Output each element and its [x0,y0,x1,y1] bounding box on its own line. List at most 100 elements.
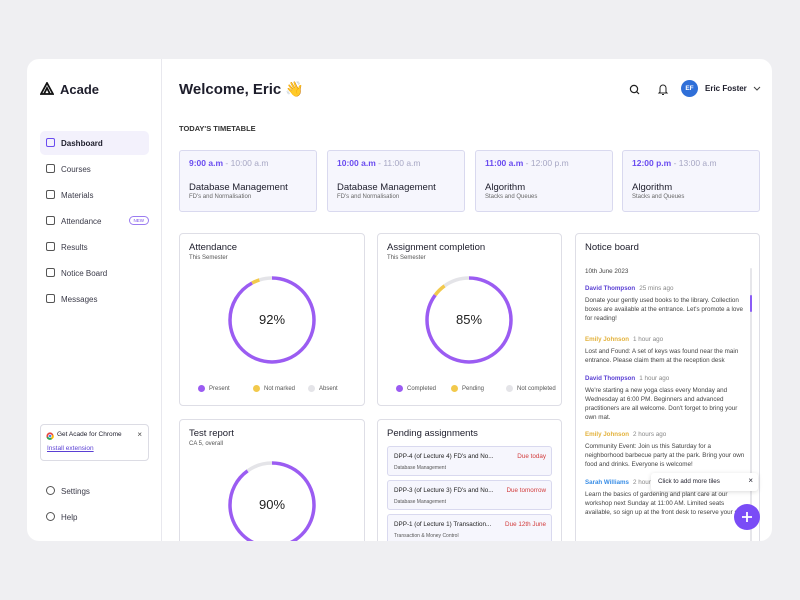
notice: Emily Johnson 2 hours ago Community Event:… [585,430,750,469]
notice-text: Learn the basics of gardening and plant … [585,491,749,516]
legend-item: Not marked [253,385,295,392]
pending-item[interactable]: DPP-1 (of Lecture 1) Transaction... Trans… [387,514,552,541]
notice-text: Donate your gently used books to the lib… [585,297,744,322]
notice-time: 1 hour ago [639,375,670,382]
start-time: 9:00 a.m [189,158,224,168]
assignment-card: Assignment completion This Semester 85% C… [377,233,562,406]
legend-label: Not marked [264,385,296,392]
donut-segment [425,276,513,364]
logo [40,82,54,95]
notice-time: 25 mins ago [639,285,674,292]
notice: Sarah Williams 2 hours ago Learn the basic… [585,478,750,517]
timetable-slot[interactable]: 11:00 a.m - 12:00 p.m Algorithm Stacks and… [475,150,613,212]
nav-label: Attendance [61,216,102,226]
close-button[interactable]: × [137,430,142,439]
timetable-slot[interactable]: 9:00 a.m - 10:00 a.m Database Management F… [179,150,317,212]
nav-item[interactable]: Settings [40,479,149,503]
legend-item: Pending [451,385,484,392]
card-subtitle: This Semester [189,255,228,261]
tooltip: Click to add more tiles × [651,473,758,491]
scroll-thumb[interactable] [750,295,752,312]
pending-item[interactable]: DPP-4 (of Lecture 4) FD's and No... Datab… [387,446,552,476]
legend-item: Completed [396,385,436,392]
topic: Stacks and Queues [632,194,685,200]
timetable-slot[interactable]: 10:00 a.m - 11:00 a.m Database Management… [327,150,465,212]
start-time: 11:00 a.m [485,158,524,168]
tooltip-text: Click to add more tiles [658,478,720,485]
legend-swatch [396,385,403,392]
card-title: Attendance [189,242,238,253]
nav-item[interactable]: Results [40,235,149,259]
notice-header: Emily Johnson 1 hour ago [585,335,750,344]
notice-time: 2 hours ago [633,431,667,438]
nav-label: Notice Board [61,268,108,278]
nav-icon [46,512,55,521]
scrollbar[interactable] [750,268,752,541]
nav-label: Courses [61,164,91,174]
timetable-slot[interactable]: 12:00 p.m - 13:00 a.m Algorithm Stacks and… [622,150,760,212]
donut-chart [228,461,316,541]
nav-item[interactable]: Notice Board [40,261,149,285]
notice-header: David Thompson 25 mins ago [585,284,750,293]
pending-title: DPP-4 (of Lecture 4) FD's and No... [394,453,494,460]
notice-author: Emily Johnson [585,431,630,438]
section-title: TODAY'S TIMETABLE [179,124,256,133]
pending-title: DPP-1 (of Lecture 1) Transaction... [394,521,492,528]
avatar[interactable]: EF [681,80,698,97]
pending-item[interactable]: DPP-3 (of Lecture 3) FD's and No... Datab… [387,480,552,510]
legend-label: Present [209,385,230,392]
card-title: Test report [189,428,234,439]
notice-time: 2 hours ago [632,479,667,486]
pending-due: Due today [517,453,546,460]
chrome-icon [46,432,54,440]
course: Algorithm [632,182,673,193]
add-button[interactable] [733,503,761,531]
promo-title: Get Acade for Chrome [57,431,122,438]
notice-board-card: Notice board 10th June 2023 David Thomps… [575,233,760,541]
notice-text: Lost and Found: A set of keys was found … [585,348,739,364]
notice: David Thompson 25 mins ago Donate your gen… [585,284,750,323]
nav-icon [46,486,55,495]
notice-author: Sarah Williams [585,479,629,486]
chevron[interactable] [753,86,761,92]
search-button[interactable] [628,83,642,97]
course: Algorithm [485,182,526,193]
nav-icon [46,242,55,251]
start-time: 10:00 a.m [337,158,376,168]
nav-item[interactable]: Attendance NEW [40,209,149,233]
app-window: Acade Get Acade for Chrome × Install ext… [27,59,772,541]
nav-item[interactable]: Materials [40,183,149,207]
notice-header: Sarah Williams 2 hours ago [585,478,750,487]
pending-course: Database Management [394,465,446,471]
donut-chart [425,276,513,364]
nav-label: Settings [61,486,90,496]
topic: FD's and Normalisation [337,194,400,200]
promo-link[interactable]: Install extension [47,445,94,452]
attendance-card: Attendance This Semester 92% Present Not m… [179,233,365,406]
pending-course: Database Management [394,499,446,505]
nav-label: Dashboard [61,138,103,148]
promo: Get Acade for Chrome × Install extension [40,424,149,461]
nav-item[interactable]: Help [40,505,149,529]
nav-item[interactable]: Courses [40,157,149,181]
topic: FD's and Normalisation [189,194,252,200]
nav-icon [46,216,55,225]
donut-value: 85% [455,312,483,327]
close-button[interactable]: × [748,476,753,485]
course: Database Management [189,182,288,193]
nav-label: Results [61,242,88,252]
card-subtitle: This Semester [387,255,426,261]
card-subtitle: CA 5, overall [189,441,224,447]
user-name[interactable]: Eric Foster [705,84,747,93]
notice-header: David Thompson 1 hour ago [585,374,750,383]
notification-button[interactable] [656,82,670,96]
nav-item[interactable]: Dashboard [40,131,149,155]
card-title: Pending assignments [387,428,478,439]
end-time: - 12:00 p.m [525,158,569,168]
legend-label: Completed [407,385,437,392]
donut-chart [228,276,316,364]
legend-label: Pending [462,385,485,392]
legend-item: Absent [308,385,338,392]
nav-item[interactable]: Messages [40,287,149,311]
course: Database Management [337,182,436,193]
